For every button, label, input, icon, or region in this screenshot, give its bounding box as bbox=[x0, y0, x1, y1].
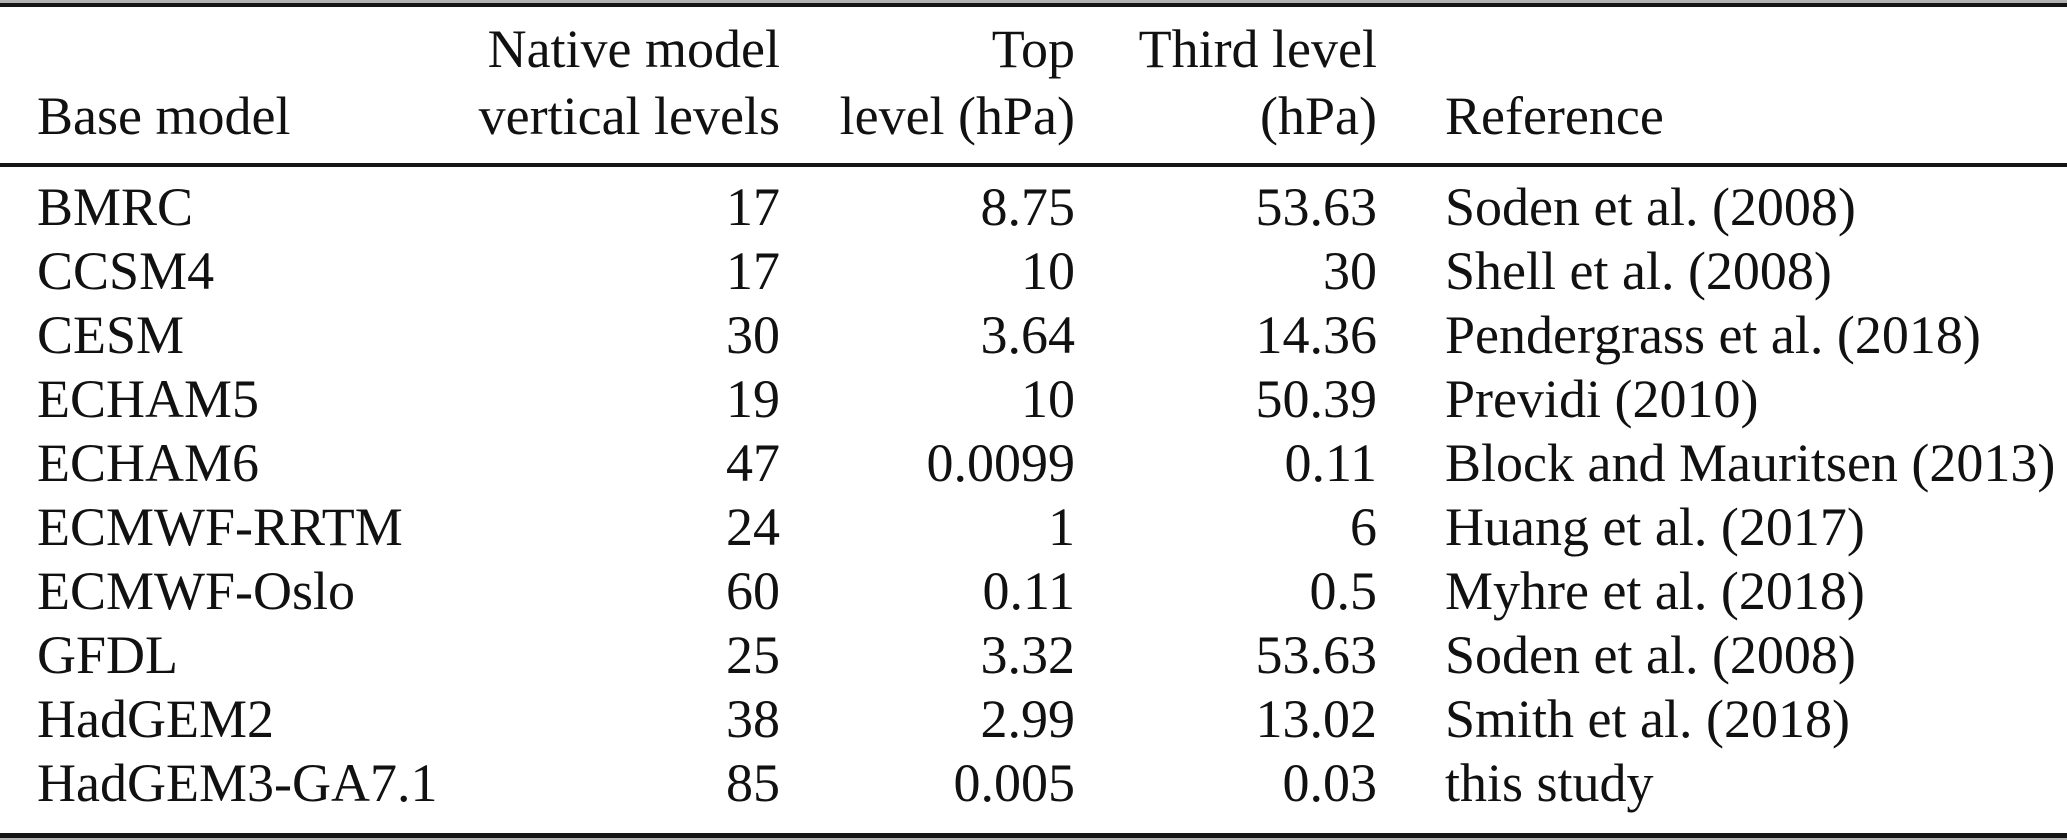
cell-top-level-hpa: 0.0099 bbox=[926, 433, 1076, 493]
table-row: ECMWF-Oslo 60 0.11 0.5 Myhre et al. (201… bbox=[0, 559, 2067, 623]
table-row: ECHAM5 19 10 50.39 Previdi (2010) bbox=[0, 367, 2067, 431]
cell-native-levels: 24 bbox=[726, 497, 780, 557]
bottom-rule-light bbox=[0, 838, 2067, 840]
cell-third-level-hpa: 0.03 bbox=[1282, 753, 1378, 813]
cell-reference: Soden et al. (2008) bbox=[1445, 625, 1856, 685]
cell-top-level-hpa: 10 bbox=[1021, 369, 1075, 429]
cell-base-model: ECHAM5 bbox=[37, 369, 260, 429]
table-body-table: BMRC 17 8.75 53.63 Soden et al. (2008) C… bbox=[0, 167, 2067, 815]
header-third-level-l2: (hPa) bbox=[1260, 86, 1377, 146]
cell-third-level-hpa: 14.36 bbox=[1255, 305, 1378, 365]
header-spacer bbox=[0, 7, 440, 77]
cell-native-levels: 25 bbox=[726, 625, 780, 685]
cell-third-level-hpa: 13.02 bbox=[1255, 689, 1378, 749]
cell-base-model: ECMWF-Oslo bbox=[37, 561, 356, 621]
cell-base-model: ECMWF-RRTM bbox=[37, 497, 403, 557]
cell-reference: Block and Mauritsen (2013) bbox=[1445, 433, 2056, 493]
cell-top-level-hpa: 8.75 bbox=[980, 177, 1076, 237]
top-rule-light bbox=[0, 0, 2067, 3]
cell-reference: Huang et al. (2017) bbox=[1445, 497, 1865, 557]
top-rule bbox=[0, 3, 2067, 7]
cell-reference: Smith et al. (2018) bbox=[1445, 689, 1850, 749]
cell-base-model: CESM bbox=[37, 305, 185, 365]
cell-top-level-hpa: 3.64 bbox=[980, 305, 1076, 365]
header-top-level-l2: level (hPa) bbox=[839, 86, 1075, 146]
cell-native-levels: 30 bbox=[726, 305, 780, 365]
cell-base-model: BMRC bbox=[37, 177, 194, 237]
cell-third-level-hpa: 0.5 bbox=[1309, 561, 1378, 621]
header-divider-rule bbox=[0, 163, 2067, 167]
table-row: HadGEM3-GA7.1 85 0.005 0.03 this study bbox=[0, 751, 2067, 815]
bottom-rule bbox=[0, 833, 2067, 838]
header-native-levels-l2: vertical levels bbox=[478, 86, 780, 146]
cell-top-level-hpa: 0.11 bbox=[982, 561, 1076, 621]
cell-native-levels: 47 bbox=[726, 433, 780, 493]
cell-native-levels: 60 bbox=[726, 561, 780, 621]
cell-native-levels: 17 bbox=[726, 241, 780, 301]
cell-reference: this study bbox=[1445, 753, 1654, 813]
cell-base-model: HadGEM3-GA7.1 bbox=[37, 753, 438, 813]
header-top-level-l1: Top bbox=[991, 19, 1075, 79]
cell-base-model: HadGEM2 bbox=[37, 689, 274, 749]
table-body: BMRC 17 8.75 53.63 Soden et al. (2008) C… bbox=[0, 167, 2067, 815]
cell-third-level-hpa: 50.39 bbox=[1255, 369, 1378, 429]
table-row: CESM 30 3.64 14.36 Pendergrass et al. (2… bbox=[0, 303, 2067, 367]
cell-reference: Shell et al. (2008) bbox=[1445, 241, 1832, 301]
header-third-level-l1: Third level bbox=[1138, 19, 1377, 79]
header-row-2: Base model vertical levels level (hPa) (… bbox=[0, 77, 2067, 144]
cell-third-level-hpa: 53.63 bbox=[1255, 177, 1378, 237]
cell-top-level-hpa: 10 bbox=[1021, 241, 1075, 301]
cell-reference: Pendergrass et al. (2018) bbox=[1445, 305, 1981, 365]
cell-base-model: CCSM4 bbox=[37, 241, 215, 301]
cell-top-level-hpa: 1 bbox=[1048, 497, 1075, 557]
cell-native-levels: 38 bbox=[726, 689, 780, 749]
cell-top-level-hpa: 0.005 bbox=[953, 753, 1076, 813]
cell-third-level-hpa: 0.11 bbox=[1284, 433, 1378, 493]
header-native-levels-l1: Native model bbox=[487, 19, 780, 79]
table-header: Native model Top Third level Base model … bbox=[0, 7, 2067, 144]
header-reference: Reference bbox=[1445, 86, 1664, 146]
cell-base-model: ECHAM6 bbox=[37, 433, 260, 493]
table-row: ECMWF-RRTM 24 1 6 Huang et al. (2017) bbox=[0, 495, 2067, 559]
cell-top-level-hpa: 3.32 bbox=[980, 625, 1076, 685]
table-row: HadGEM2 38 2.99 13.02 Smith et al. (2018… bbox=[0, 687, 2067, 751]
table-row: CCSM4 17 10 30 Shell et al. (2008) bbox=[0, 239, 2067, 303]
cell-third-level-hpa: 30 bbox=[1323, 241, 1377, 301]
header-row-1: Native model Top Third level bbox=[0, 7, 2067, 77]
cell-reference: Previdi (2010) bbox=[1445, 369, 1759, 429]
cell-reference: Soden et al. (2008) bbox=[1445, 177, 1856, 237]
header-spacer bbox=[1377, 7, 2067, 77]
cell-third-level-hpa: 53.63 bbox=[1255, 625, 1378, 685]
table-row: BMRC 17 8.75 53.63 Soden et al. (2008) bbox=[0, 167, 2067, 239]
cell-native-levels: 85 bbox=[726, 753, 780, 813]
table-row: ECHAM6 47 0.0099 0.11 Block and Mauritse… bbox=[0, 431, 2067, 495]
table-row: GFDL 25 3.32 53.63 Soden et al. (2008) bbox=[0, 623, 2067, 687]
cell-base-model: GFDL bbox=[37, 625, 179, 685]
header-base-model: Base model bbox=[37, 86, 291, 146]
cell-third-level-hpa: 6 bbox=[1350, 497, 1377, 557]
cell-top-level-hpa: 2.99 bbox=[980, 689, 1076, 749]
cell-native-levels: 17 bbox=[726, 177, 780, 237]
cell-reference: Myhre et al. (2018) bbox=[1445, 561, 1865, 621]
cell-native-levels: 19 bbox=[726, 369, 780, 429]
